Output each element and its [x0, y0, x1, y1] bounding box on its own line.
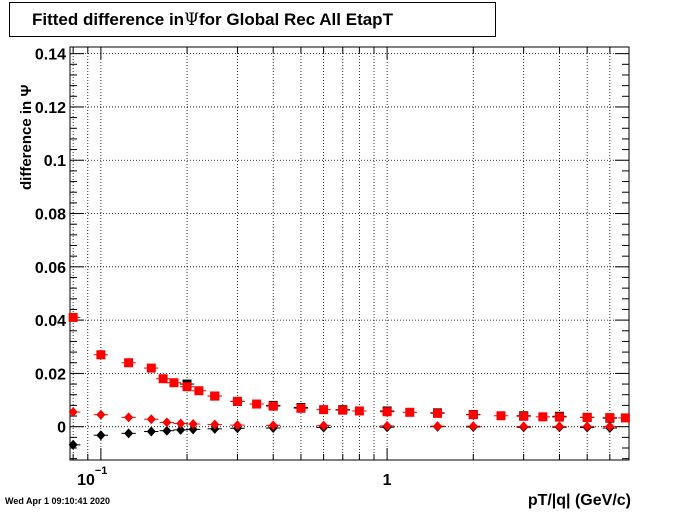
data-series	[68, 407, 618, 432]
data-point-square	[538, 412, 548, 422]
data-point-square	[124, 358, 134, 368]
grid	[70, 47, 630, 460]
data-point-diamond	[319, 420, 329, 431]
data-point-diamond	[96, 430, 106, 441]
data-point-diamond	[162, 425, 172, 436]
title-suffix: for Global Rec All EtapT	[199, 9, 393, 29]
y-axis-label-text: difference in Ψ	[18, 84, 35, 191]
data-point-diamond	[68, 407, 78, 418]
data-point-square	[146, 363, 156, 373]
y-tick-label: 0.1	[44, 153, 66, 170]
data-series	[179, 379, 618, 423]
data-point-square	[252, 399, 262, 409]
y-tick-label: 0.14	[35, 47, 66, 64]
chart-title: Fitted difference in Ψ for Global Rec Al…	[9, 2, 496, 37]
data-point-diamond	[468, 421, 478, 432]
data-point-square	[210, 391, 220, 401]
data-point-square	[620, 413, 630, 423]
data-point-diamond	[188, 419, 198, 430]
timestamp: Wed Apr 1 09:10:41 2020	[5, 496, 111, 506]
x-tick-label: 10	[77, 472, 95, 489]
data-point-square	[554, 412, 564, 422]
data-point-diamond	[554, 421, 564, 432]
y-tick-label: 0.08	[35, 207, 66, 224]
data-point-diamond	[68, 439, 78, 450]
data-point-square	[354, 406, 364, 416]
y-tick-label: 0.12	[35, 100, 66, 117]
data-point-square	[182, 382, 192, 392]
data-point-square	[405, 407, 415, 417]
data-point-square	[496, 411, 506, 421]
x-axis-label: pT/|q| (GeV/c)	[527, 492, 631, 509]
tick-labels: 0 0.02 0.04 0.06 0.08 0.1 0.12 0.14 10−1 1	[35, 47, 392, 489]
axis-ticks	[70, 47, 630, 460]
y-tick-label: 0	[57, 420, 66, 437]
data-point-diamond	[188, 424, 198, 435]
title-prefix: Fitted difference in	[32, 9, 185, 29]
data-point-square	[158, 374, 168, 384]
data-series	[68, 312, 630, 423]
data-point-diamond	[176, 424, 186, 435]
data-point-diamond	[124, 428, 134, 439]
title-symbol: Ψ	[184, 9, 199, 30]
data-point-square	[319, 405, 329, 415]
data-point-diamond	[176, 418, 186, 429]
data-point-square	[268, 401, 278, 411]
data-point-square	[232, 396, 242, 406]
data-point-square	[169, 378, 179, 388]
data-point-square	[382, 407, 392, 417]
data-point-diamond	[146, 426, 156, 437]
data-point-diamond	[519, 421, 529, 432]
data-point-square	[194, 386, 204, 396]
x-tick-exponent: −1	[95, 465, 108, 477]
data-point-diamond	[582, 421, 592, 432]
plot-frame	[69, 46, 630, 461]
data-point-square	[68, 312, 78, 322]
data-point-diamond	[433, 421, 443, 432]
data-point-square	[582, 412, 592, 422]
data-point-diamond	[268, 420, 278, 431]
data-point-square	[433, 408, 443, 418]
data-point-square	[338, 405, 348, 415]
data-point-square	[468, 410, 478, 420]
y-tick-label: 0.04	[35, 313, 66, 330]
data-point-square	[519, 411, 529, 421]
y-tick-label: 0.06	[35, 260, 66, 277]
data-point-diamond	[146, 414, 156, 425]
data-point-diamond	[96, 409, 106, 420]
data-point-square	[605, 413, 615, 423]
data-point-diamond	[124, 412, 134, 423]
data-point-diamond	[162, 417, 172, 428]
y-tick-label: 0.02	[35, 366, 66, 383]
data-point-diamond	[232, 420, 242, 431]
data-point-square	[296, 403, 306, 413]
data-points	[68, 312, 630, 450]
data-point-diamond	[210, 419, 220, 430]
data-point-square	[96, 350, 106, 360]
data-point-diamond	[605, 421, 615, 432]
y-axis-label: difference in Ψ	[18, 85, 35, 191]
x-tick-label: 1	[383, 472, 392, 489]
data-point-diamond	[382, 420, 392, 431]
